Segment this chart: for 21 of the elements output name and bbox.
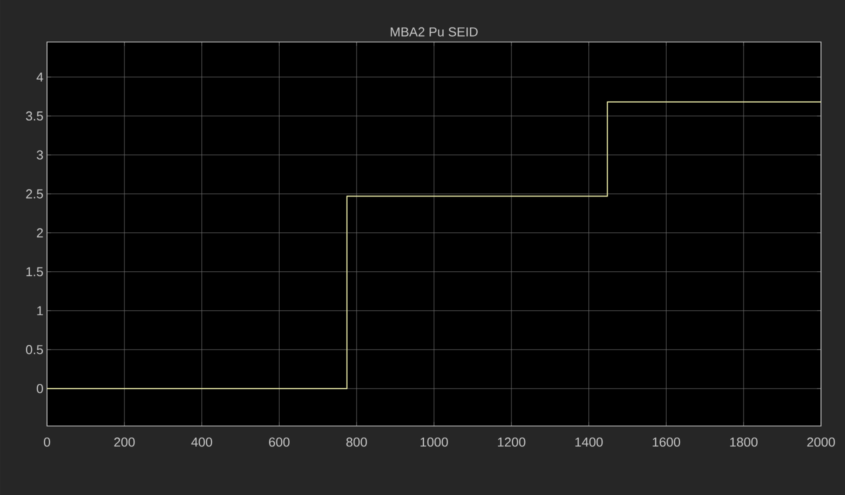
y-tick-label: 4 [36,72,44,82]
x-tick-label: 400 [191,438,212,447]
y-tick-label: 3.5 [26,111,43,121]
y-tick-label: 1.5 [26,267,43,276]
chart-title: MBA2 Pu SEID [390,27,478,36]
x-tick-label: 1200 [498,438,526,447]
y-tick-label: 2 [36,228,43,238]
y-tick-label: 0 [36,384,43,394]
x-tick-label: 1400 [575,438,603,447]
x-tick-label: 600 [269,438,290,447]
y-tick-label: 1 [37,306,43,316]
y-tick-label: 2.5 [26,189,43,198]
x-tick-label: 200 [114,438,135,447]
x-tick-label: 2000 [807,438,835,447]
x-tick-label: 1800 [730,438,758,447]
x-tick-label: 800 [346,438,367,447]
y-tick-label: 0.5 [26,345,43,354]
x-tick-label: 1000 [420,438,448,447]
y-tick-label: 3 [36,150,43,160]
x-tick-label: 0 [44,438,50,447]
x-tick-label: 1600 [652,438,680,447]
